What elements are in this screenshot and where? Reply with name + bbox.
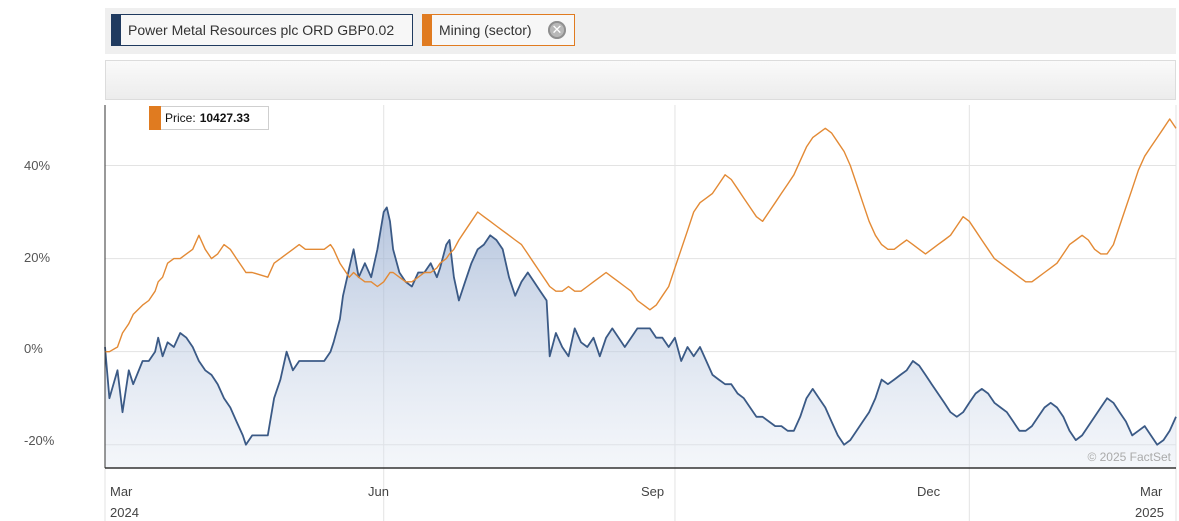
y-tick-label: 20%	[24, 250, 51, 265]
x-tick-label: Jun	[368, 484, 389, 499]
sector-chip[interactable]: Mining (sector) ✕	[422, 14, 575, 46]
tooltip-swatch	[149, 106, 161, 130]
comparison-bar: Power Metal Resources plc ORD GBP0.02 Mi…	[105, 8, 1176, 54]
x-tick-label: Sep	[641, 484, 665, 499]
series-line-security	[104, 206, 1177, 446]
series-area-fill	[105, 207, 1176, 468]
series-line-sector	[105, 118, 1177, 353]
price-tooltip: Price: 10427.33	[149, 106, 269, 130]
toolbar-strip	[105, 60, 1176, 100]
price-chart[interactable]	[0, 100, 1179, 521]
y-tick-label: 40%	[24, 158, 51, 173]
tooltip-value: 10427.33	[199, 111, 250, 125]
y-tick-label: 0%	[24, 341, 43, 356]
security-chip[interactable]: Power Metal Resources plc ORD GBP0.02	[111, 14, 413, 46]
factset-credit: © 2025 FactSet	[1087, 450, 1171, 464]
x-year-label: 2024	[110, 505, 139, 520]
x-tick-label: Dec	[917, 484, 941, 499]
security-chip-label: Power Metal Resources plc ORD GBP0.02	[128, 22, 395, 38]
series-color-swatch	[423, 15, 432, 45]
close-circle-icon[interactable]: ✕	[548, 21, 566, 39]
x-year-label: 2025	[1135, 505, 1164, 520]
tooltip-label: Price:	[165, 111, 196, 125]
x-tick-label: Mar	[1140, 484, 1163, 499]
series-color-swatch	[112, 15, 121, 45]
sector-chip-label: Mining (sector)	[439, 22, 532, 38]
x-tick-label: Mar	[110, 484, 133, 499]
y-tick-label: -20%	[24, 433, 55, 448]
